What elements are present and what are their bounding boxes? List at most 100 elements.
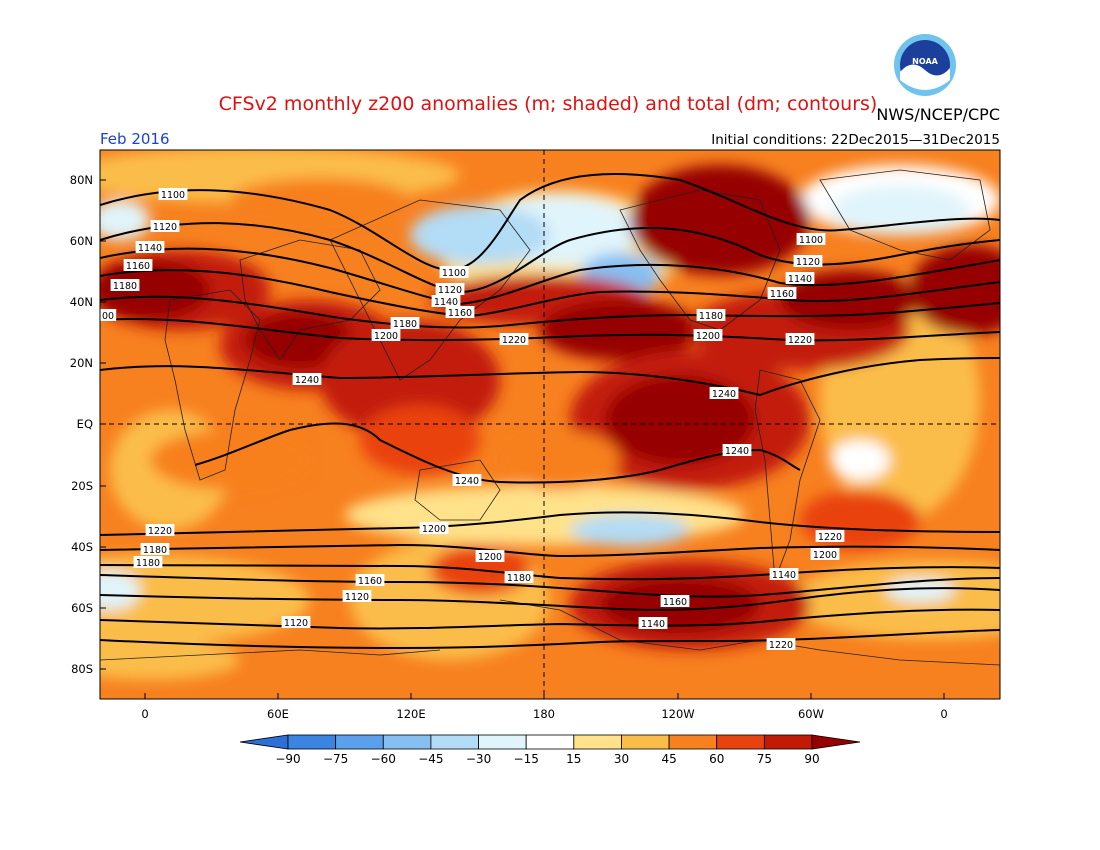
contour-label: 1120 <box>150 220 180 233</box>
anomaly-blob <box>830 185 970 235</box>
lat-tick-label: 20S <box>71 479 93 493</box>
svg-text:1240: 1240 <box>725 446 749 457</box>
agency-label: NWS/NCEP/CPC <box>876 105 1000 124</box>
contour-line <box>100 318 1000 342</box>
colorbar-tick-label: 15 <box>566 752 581 766</box>
anomaly-blob <box>320 320 500 440</box>
lat-tick-label: EQ <box>77 417 93 431</box>
svg-text:1100: 1100 <box>442 268 466 279</box>
longitude-ticks: 0 60E 120E 180 120W 60W 0 <box>141 693 948 721</box>
svg-text:1220: 1220 <box>788 335 812 346</box>
svg-text:1140: 1140 <box>641 619 665 630</box>
contour-line <box>100 564 1000 581</box>
svg-text:1160: 1160 <box>126 261 150 272</box>
contour-label: 1120 <box>342 590 372 603</box>
colorbar-min-arrow <box>239 734 289 750</box>
contour-label: 1160 <box>445 306 475 319</box>
anomaly-blob <box>100 260 210 320</box>
contour-label: 1160 <box>355 574 385 587</box>
colorbar-segment <box>573 734 622 750</box>
svg-text:1160: 1160 <box>448 308 472 319</box>
contour-line <box>100 511 1000 536</box>
colorbar-tick-label: −60 <box>371 752 396 766</box>
svg-text:1160: 1160 <box>770 289 794 300</box>
svg-text:1200: 1200 <box>374 331 398 342</box>
svg-text:1240: 1240 <box>712 389 736 400</box>
contour-label: 1220 <box>785 333 815 346</box>
anomaly-blob <box>830 440 890 480</box>
contour-line <box>100 222 1000 294</box>
anomaly-blob <box>100 570 140 610</box>
contour-label: 1140 <box>785 272 815 285</box>
colorbar-segment <box>763 734 813 750</box>
anomaly-blob <box>500 430 620 490</box>
anomaly-blob <box>245 312 355 368</box>
colorbar-segment <box>668 734 718 750</box>
svg-text:1220: 1220 <box>769 640 793 651</box>
contour-label: 1100 <box>158 188 188 201</box>
lon-tick-label: 60W <box>798 707 824 721</box>
anomaly-blob <box>570 514 690 546</box>
svg-text:1140: 1140 <box>772 570 796 581</box>
contour-label: 1240 <box>709 387 739 400</box>
latitude-ticks: 80N 60N 40N 20N EQ 20S 40S 60S 80S <box>70 173 106 676</box>
lat-tick-label: 60N <box>70 234 93 248</box>
svg-text:1200: 1200 <box>813 550 837 561</box>
contour-label: 1160 <box>660 595 690 608</box>
contour-label: 1240 <box>292 373 322 386</box>
contour-label: 1140 <box>638 617 668 630</box>
contour-label: 1240 <box>722 444 752 457</box>
colorbar-segment <box>335 734 384 750</box>
contour-label: 1180 <box>140 543 170 556</box>
contour-label: 1180 <box>504 571 534 584</box>
colorbar-tick-label: 90 <box>804 752 819 766</box>
anomaly-blob <box>885 578 955 602</box>
contour-label: 1200 <box>371 329 401 342</box>
contour-label: 00 <box>100 309 117 322</box>
contour-label: 1240 <box>452 474 482 487</box>
anomaly-blob <box>360 405 480 475</box>
contour-label: 1200 <box>419 522 449 535</box>
svg-text:1120: 1120 <box>153 222 177 233</box>
coastline-path <box>329 199 531 381</box>
colorbar-segment <box>478 734 527 750</box>
contour-line <box>100 608 1000 630</box>
contour-label: 1120 <box>435 283 465 296</box>
svg-text:1200: 1200 <box>478 552 502 563</box>
svg-text:1100: 1100 <box>799 235 823 246</box>
contour-label: 1120 <box>793 255 823 268</box>
anomaly-blob <box>150 430 310 490</box>
colorbar-tick-label: 75 <box>757 752 772 766</box>
contour-line <box>100 629 1000 650</box>
svg-text:1200: 1200 <box>422 524 446 535</box>
svg-text:1160: 1160 <box>358 576 382 587</box>
svg-text:1140: 1140 <box>434 297 458 308</box>
svg-text:1140: 1140 <box>138 243 162 254</box>
contour-line <box>100 295 1000 329</box>
svg-text:00: 00 <box>102 311 114 322</box>
lon-tick-label: 180 <box>533 707 555 721</box>
contour-label: 1140 <box>769 568 799 581</box>
contour-label: 1220 <box>499 333 529 346</box>
anomaly-blob <box>100 640 240 680</box>
anomaly-blob <box>410 205 550 265</box>
contour-label: 1140 <box>135 241 165 254</box>
colorbar: −90 −75 −60 −45 −30 −15 15 30 45 60 75 90 <box>239 734 861 766</box>
coastline-path <box>414 459 501 521</box>
contour-label: 1180 <box>696 309 726 322</box>
noaa-logo-icon: NOAA <box>894 34 956 96</box>
colorbar-tick-label: −90 <box>275 752 300 766</box>
anomaly-blob <box>630 165 810 275</box>
noaa-logo-text: NOAA <box>912 57 938 66</box>
contour-label: 1200 <box>475 550 505 563</box>
lat-tick-label: 80S <box>71 662 93 676</box>
lon-tick-label: 60E <box>267 707 289 721</box>
coastline-path <box>239 239 381 361</box>
colorbar-tick-label: 60 <box>709 752 724 766</box>
svg-text:1180: 1180 <box>507 573 531 584</box>
svg-text:1120: 1120 <box>284 618 308 629</box>
anomaly-blob <box>910 245 1000 335</box>
lat-tick-label: 80N <box>70 173 93 187</box>
svg-text:1140: 1140 <box>788 274 812 285</box>
